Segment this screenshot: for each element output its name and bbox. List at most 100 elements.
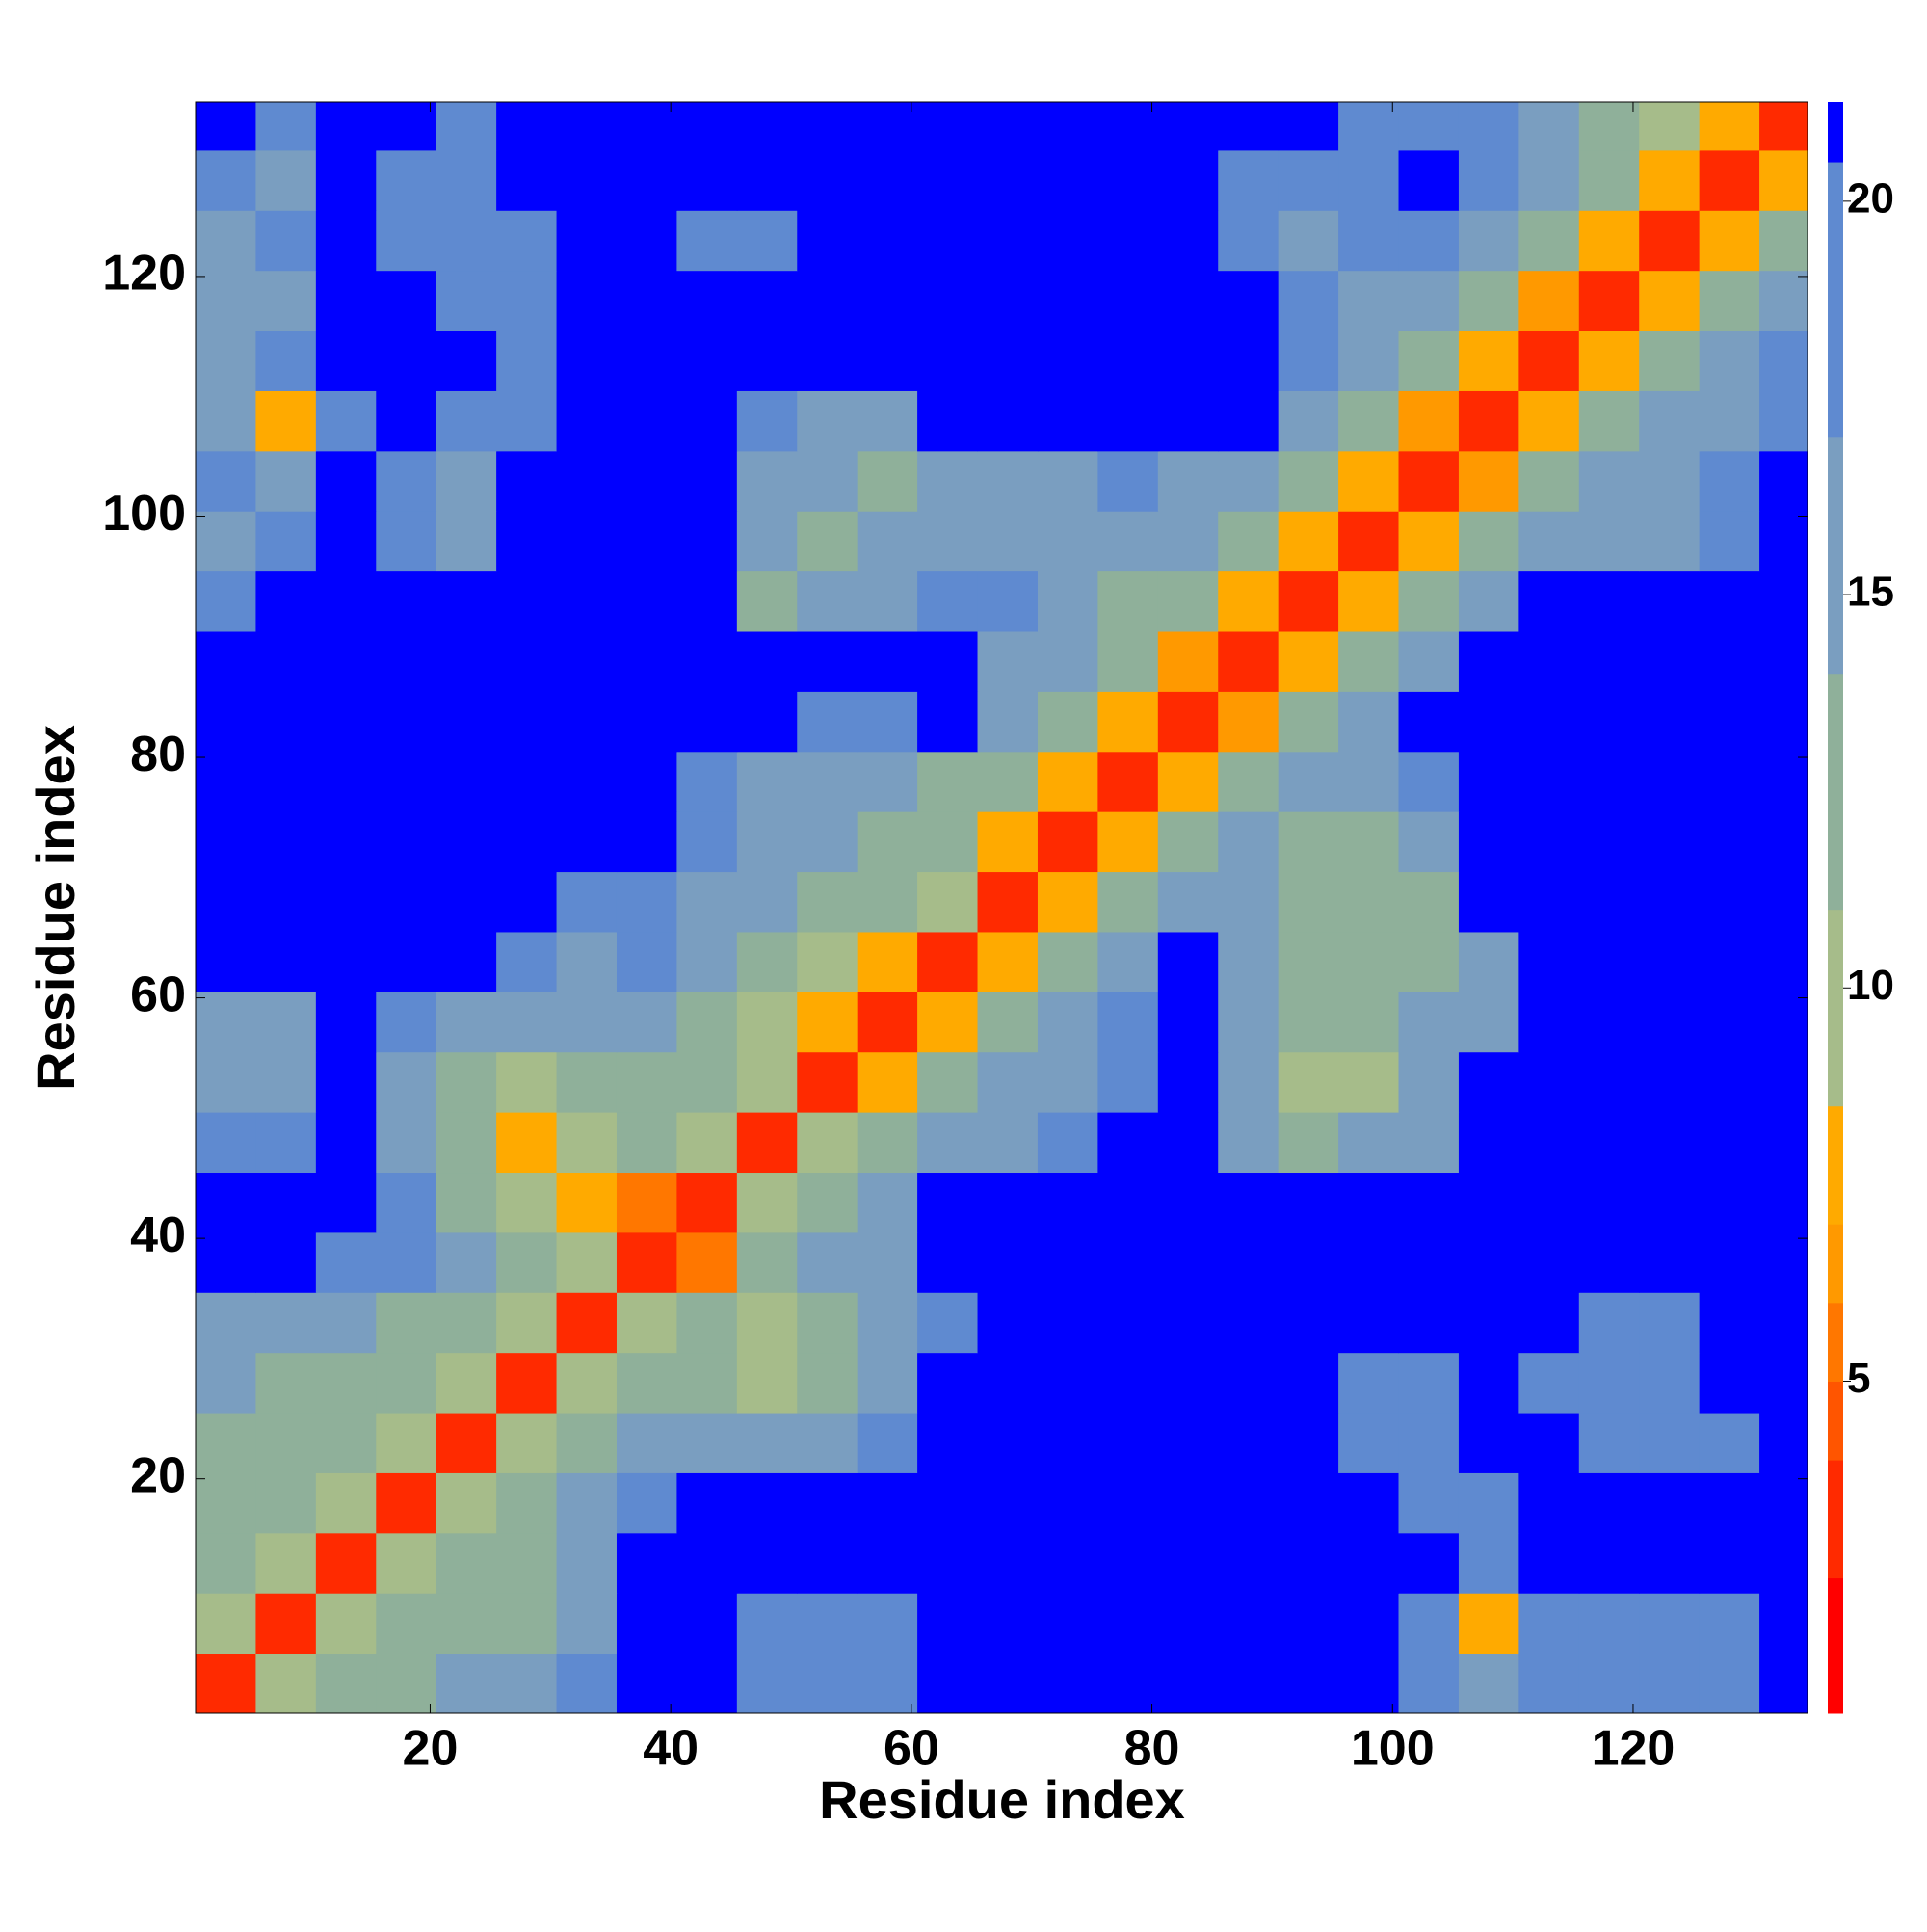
cell	[1037, 511, 1098, 572]
colorbar-tick-label: 10	[1847, 962, 1894, 1009]
cell	[917, 871, 979, 933]
cell	[496, 1593, 558, 1654]
cell	[255, 751, 317, 812]
cell	[1458, 1593, 1519, 1654]
cell	[857, 1051, 918, 1113]
cell	[1037, 1593, 1098, 1654]
cell	[1458, 691, 1519, 753]
cell	[797, 102, 858, 151]
cell	[1338, 931, 1400, 992]
cell	[1699, 390, 1760, 452]
cell	[376, 1172, 437, 1233]
colorbar-band	[1828, 1302, 1843, 1382]
cell	[376, 570, 437, 632]
cell	[1458, 751, 1519, 812]
cell	[736, 631, 798, 692]
axes: 20 40 60 80 100 120 20 40 60 80 100 120	[102, 101, 1808, 1777]
cell	[917, 511, 979, 572]
cell	[496, 871, 558, 933]
cell	[1037, 331, 1098, 391]
cell	[496, 1352, 558, 1414]
cell	[1639, 331, 1701, 391]
cell	[1518, 631, 1580, 692]
colorbar-tick-label: 5	[1847, 1355, 1870, 1402]
y-axis-label: Residue index	[25, 725, 86, 1091]
cell	[1639, 1112, 1701, 1174]
cell	[1699, 871, 1760, 933]
cell	[977, 871, 1039, 933]
cell	[1458, 1532, 1519, 1594]
cell	[1218, 1231, 1280, 1293]
cell	[1578, 1051, 1640, 1113]
cell	[496, 450, 558, 512]
cell	[1699, 1413, 1760, 1473]
cell	[1639, 1593, 1701, 1654]
cell	[1097, 511, 1159, 572]
cell	[1639, 631, 1701, 692]
cell	[676, 1172, 738, 1233]
cell	[1398, 1231, 1460, 1293]
cell	[917, 1231, 979, 1293]
cell	[1759, 511, 1808, 572]
cell	[1759, 390, 1808, 452]
cell	[857, 931, 918, 992]
cell	[857, 1593, 918, 1654]
cell	[977, 691, 1039, 753]
cell	[736, 691, 798, 753]
cell	[917, 102, 979, 151]
cell	[616, 992, 677, 1053]
cell	[797, 570, 858, 632]
cell	[196, 1112, 256, 1174]
cell	[1458, 270, 1519, 331]
cell	[1578, 811, 1640, 873]
cell	[1278, 811, 1339, 873]
cell	[977, 1472, 1039, 1534]
cell	[1218, 102, 1280, 151]
cell	[1458, 1413, 1519, 1473]
cell	[1639, 1051, 1701, 1113]
cell	[315, 1051, 377, 1113]
cell	[1157, 1172, 1219, 1233]
cell	[556, 631, 618, 692]
cell	[1097, 331, 1159, 391]
cell	[1338, 871, 1400, 933]
cell	[1639, 992, 1701, 1053]
cell	[1157, 1532, 1219, 1594]
cell	[1458, 210, 1519, 272]
cell	[496, 570, 558, 632]
cell	[1157, 811, 1219, 873]
cell	[255, 691, 317, 753]
cell	[1639, 1653, 1701, 1714]
cell	[1338, 149, 1400, 211]
cell	[1458, 570, 1519, 632]
cell	[496, 1653, 558, 1714]
cell	[1699, 102, 1760, 151]
cell	[1157, 1472, 1219, 1534]
cell	[196, 331, 256, 391]
cell	[1398, 270, 1460, 331]
cell	[1218, 1593, 1280, 1654]
cell	[436, 1413, 497, 1473]
cell	[196, 1051, 256, 1113]
cell	[196, 1352, 256, 1414]
cell	[1218, 751, 1280, 812]
cell	[376, 511, 437, 572]
cell	[496, 691, 558, 753]
cell	[616, 811, 677, 873]
cell	[1578, 751, 1640, 812]
cell	[1218, 992, 1280, 1053]
cell	[556, 210, 618, 272]
cell	[1759, 871, 1808, 933]
cell	[1398, 1112, 1460, 1174]
cell	[616, 1532, 677, 1594]
cell	[736, 331, 798, 391]
cell	[255, 1532, 317, 1594]
cell	[1157, 1413, 1219, 1473]
cell	[616, 1593, 677, 1654]
cell	[1278, 871, 1339, 933]
cell	[1639, 1172, 1701, 1233]
cell	[1518, 1292, 1580, 1354]
cell	[556, 751, 618, 812]
cell	[1097, 1352, 1159, 1414]
cell	[1157, 1352, 1219, 1414]
